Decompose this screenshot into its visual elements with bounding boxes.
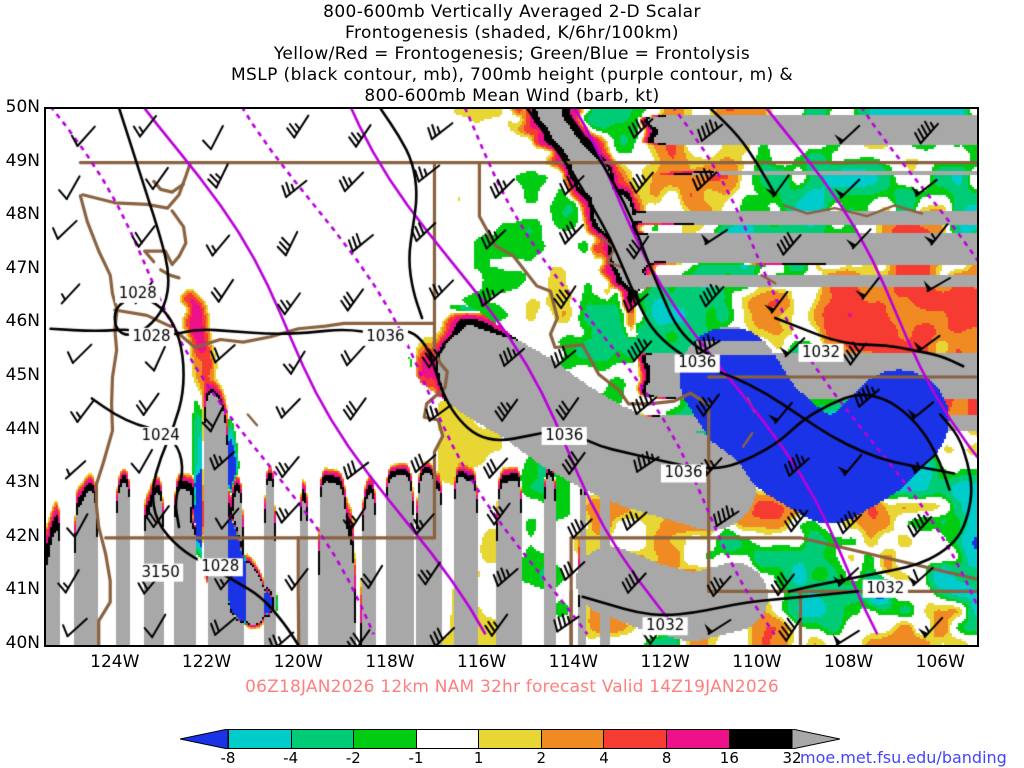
colorbar-tick-neg2: -2 xyxy=(345,749,361,767)
forecast-caption: 06Z18JAN2026 12km NAM 32hr forecast Vali… xyxy=(245,677,779,697)
x-axis-tick-124W: 124W xyxy=(90,652,140,672)
x-axis-tick-110W: 110W xyxy=(732,652,782,672)
title-line-1: 800-600mb Vertically Averaged 2-D Scalar xyxy=(323,2,701,22)
x-axis-tick-106W: 106W xyxy=(915,652,965,672)
title-line-4: MSLP (black contour, mb), 700mb height (… xyxy=(230,65,794,85)
colorbar-tick-1: 1 xyxy=(473,749,484,767)
y-axis-tick-47N: 47N xyxy=(5,257,40,278)
title-line-3: Yellow/Red = Frontogenesis; Green/Blue =… xyxy=(273,44,751,64)
colorbar-tick-4: 4 xyxy=(599,749,609,767)
chart-title-block: 800-600mb Vertically Averaged 2-D Scalar… xyxy=(0,2,1024,107)
colorbar-segment-0 xyxy=(229,730,292,748)
colorbar-segments xyxy=(228,729,792,749)
colorbar-tick-neg8: -8 xyxy=(220,749,236,767)
x-axis-tick-108W: 108W xyxy=(823,652,874,672)
colorbar-segment-5 xyxy=(541,730,605,748)
colorbar-tick-neg4: -4 xyxy=(283,749,299,767)
y-axis-tick-46N: 46N xyxy=(5,311,40,332)
x-axis-tick-116W: 116W xyxy=(457,652,507,672)
y-axis-tick-49N: 49N xyxy=(5,150,40,171)
x-axis-tick-114W: 114W xyxy=(548,652,599,672)
colorbar-tick-neg1: -1 xyxy=(408,749,424,767)
x-axis-tick-122W: 122W xyxy=(181,652,232,672)
colorbar-segment-7 xyxy=(666,730,730,748)
y-axis-tick-40N: 40N xyxy=(5,633,40,653)
y-axis-tick-50N: 50N xyxy=(5,97,40,117)
colorbar-under-arrow xyxy=(180,729,228,749)
title-line-5: 800-600mb Mean Wind (barb, kt) xyxy=(364,86,660,106)
colorbar-segment-4 xyxy=(479,730,542,748)
y-axis-tick-48N: 48N xyxy=(5,204,40,225)
colorbar-segment-6 xyxy=(604,730,667,748)
y-axis-tick-41N: 41N xyxy=(5,579,40,600)
colorbar-segment-8 xyxy=(729,730,792,748)
colorbar-segment-1 xyxy=(291,730,355,748)
colorbar-segment-3 xyxy=(416,730,480,748)
x-axis-tick-112W: 112W xyxy=(640,652,690,672)
colorbar-over-arrow xyxy=(792,729,840,749)
x-axis-tick-120W: 120W xyxy=(273,652,323,672)
colorbar-tick-8: 8 xyxy=(661,749,672,767)
site-watermark: moe.met.fsu.edu/banding xyxy=(800,748,1007,767)
y-axis-tick-44N: 44N xyxy=(5,418,40,439)
title-line-2: Frontogenesis (shaded, K/6hr/100km) xyxy=(345,23,679,43)
colorbar: -8 -4 -2 -1 1 2 4 8 16 32 xyxy=(180,729,840,767)
colorbar-tick-16: 16 xyxy=(719,749,739,767)
colorbar-tick-2: 2 xyxy=(536,749,547,767)
y-axis-tick-43N: 43N xyxy=(5,472,40,493)
y-axis-tick-42N: 42N xyxy=(5,525,40,546)
colorbar-segment-2 xyxy=(354,730,417,748)
y-axis-tick-45N: 45N xyxy=(5,365,40,385)
frontogenesis-map-canvas xyxy=(46,109,977,645)
colorbar-tick-32: 32 xyxy=(782,749,802,767)
x-axis-tick-118W: 118W xyxy=(365,652,415,672)
map-plot-area xyxy=(44,107,979,647)
